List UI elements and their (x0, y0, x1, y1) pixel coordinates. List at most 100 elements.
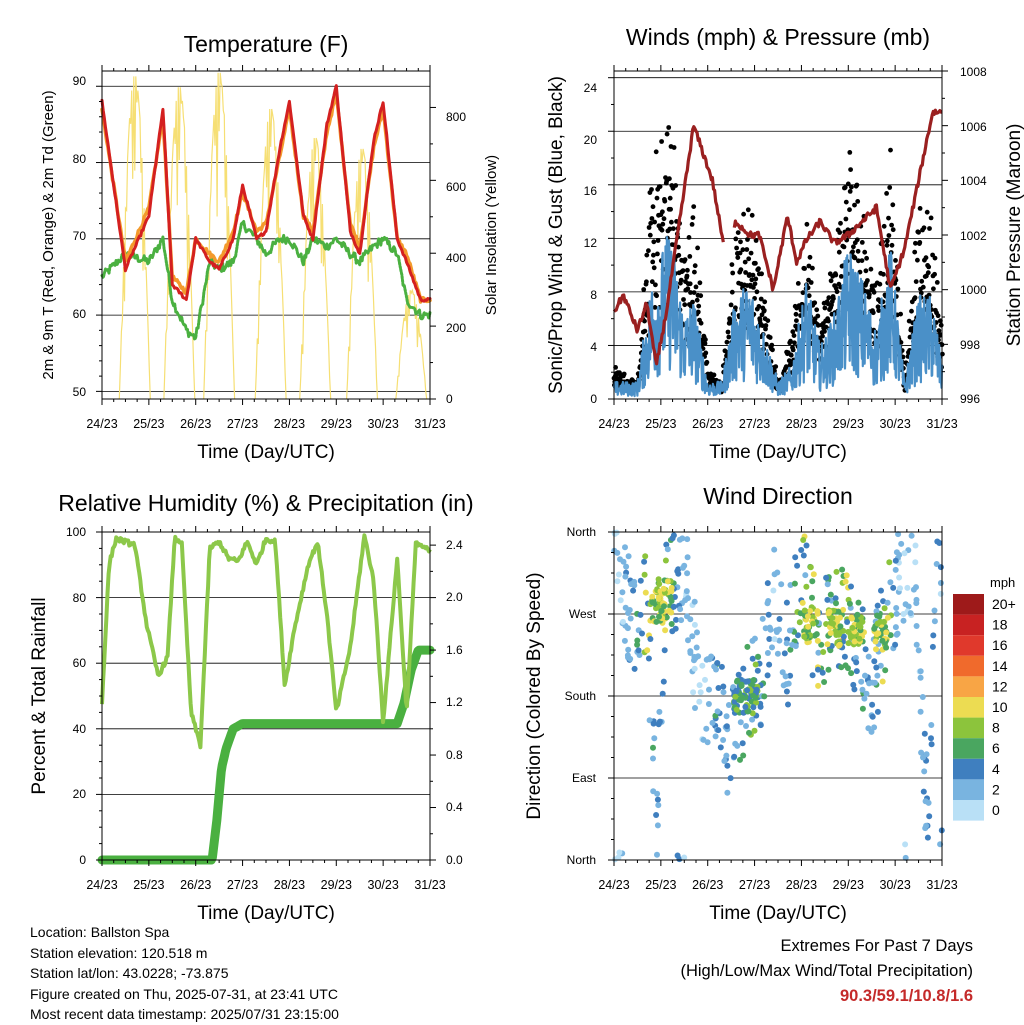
direction-point (787, 672, 794, 679)
gust-point (742, 259, 748, 265)
direction-point (619, 589, 626, 596)
direction-point (740, 665, 747, 672)
direction-ytick: North (567, 525, 596, 539)
gust-point (915, 257, 920, 263)
direction-point (774, 650, 781, 657)
direction-point (642, 589, 649, 596)
legend-label: 10 (992, 699, 1008, 715)
pressure-ytick: 1008 (960, 65, 987, 79)
direction-point (675, 566, 682, 573)
precip-ytick: 1.6 (446, 643, 463, 657)
gust-point (660, 221, 666, 227)
gust-point (652, 219, 657, 225)
legend-label: 20+ (992, 596, 1016, 612)
direction-point (897, 585, 903, 592)
humidity-y-left-ticklabels: 0 20 40 60 80 100 (66, 525, 86, 867)
direction-point (737, 719, 744, 726)
direction-point (764, 650, 771, 656)
precip-y-right-ticklabels: 0.0 0.4 0.8 1.2 1.6 2.0 2.4 (446, 538, 463, 867)
direction-point (750, 704, 757, 711)
direction-point (731, 698, 738, 705)
gust-point (649, 216, 655, 221)
direction-point (714, 660, 721, 666)
direction-point (738, 681, 745, 688)
extremes-box: Extremes For Past 7 Days (High/Low/Max W… (680, 934, 973, 1009)
gust-point (671, 145, 677, 150)
gust-point (890, 227, 896, 233)
gust-point (697, 280, 703, 286)
direction-point (811, 632, 818, 639)
gust-point (691, 204, 697, 210)
direction-point (803, 583, 810, 590)
gust-point (647, 232, 653, 238)
pressure-line (612, 108, 943, 366)
x-ticklabel: 31/23 (414, 417, 445, 431)
wind-ytick: 16 (584, 184, 598, 198)
gust-point (800, 290, 806, 296)
direction-point (639, 630, 645, 637)
gust-point (865, 278, 870, 283)
direction-point (836, 641, 843, 648)
direction-point (904, 584, 911, 591)
direction-point (874, 708, 881, 715)
direction-point (805, 623, 812, 630)
direction-point (651, 735, 658, 742)
wind-ytick: 12 (584, 236, 598, 250)
direction-point (734, 677, 741, 684)
legend-swatch (953, 717, 984, 739)
gust-point (661, 216, 667, 222)
solar-ytick: 400 (446, 251, 466, 265)
gust-point (654, 293, 659, 299)
direction-point (930, 632, 937, 639)
direction-point (689, 633, 696, 640)
direction-point (685, 637, 691, 644)
direction-point (712, 733, 719, 740)
gust-point (753, 238, 759, 243)
direction-point (754, 667, 761, 674)
elevation-text: Station elevation: 120.518 m (30, 944, 208, 961)
gust-point (859, 240, 865, 245)
direction-point (883, 629, 890, 636)
direction-point (815, 666, 821, 673)
direction-point (809, 672, 816, 679)
direction-point (833, 568, 840, 575)
direction-point (921, 768, 928, 775)
wind-panel: Winds (mph) & Pressure (mb) 0 4 8 12 16 … (546, 24, 1024, 463)
gust-point (657, 184, 663, 190)
gust-point (765, 318, 771, 323)
x-ticklabel: 25/23 (133, 417, 164, 431)
gust-point (655, 251, 660, 257)
direction-point (928, 741, 935, 748)
gust-point (884, 238, 890, 244)
gust-point (895, 286, 901, 292)
direction-point (871, 658, 878, 665)
pressure-ytick: 1006 (960, 120, 987, 134)
direction-point (637, 577, 644, 584)
gust-point (752, 281, 758, 287)
gust-point (653, 149, 659, 155)
direction-point (733, 706, 740, 713)
humidity-ytick: 0 (79, 853, 86, 867)
direction-point (883, 644, 890, 651)
humidity-x-ticklabels: 24/23 25/23 26/23 27/23 28/23 29/23 30/23 31/23 (86, 878, 445, 892)
direction-point (827, 630, 834, 636)
direction-point (767, 626, 774, 633)
pressure-y-right-ticklabels: 996 998 1000 1002 1004 1006 1008 (960, 65, 987, 406)
gust-point (889, 222, 894, 228)
direction-point (809, 614, 816, 620)
direction-point (634, 641, 641, 648)
direction-point (786, 627, 793, 634)
direction-point (791, 580, 798, 587)
gust-point (769, 342, 775, 348)
humidity-ytick: 80 (73, 591, 87, 605)
temperature-y-left-ticklabels: 50 60 70 80 90 (73, 74, 87, 399)
gust-point (917, 240, 923, 245)
gust-point (659, 227, 665, 233)
legend-title: mph (990, 575, 1015, 590)
gust-point (793, 311, 799, 317)
direction-point (917, 668, 924, 675)
x-ticklabel: 31/23 (414, 878, 445, 892)
gust-point (648, 220, 654, 226)
direction-point (776, 616, 783, 622)
gust-point (762, 299, 768, 305)
